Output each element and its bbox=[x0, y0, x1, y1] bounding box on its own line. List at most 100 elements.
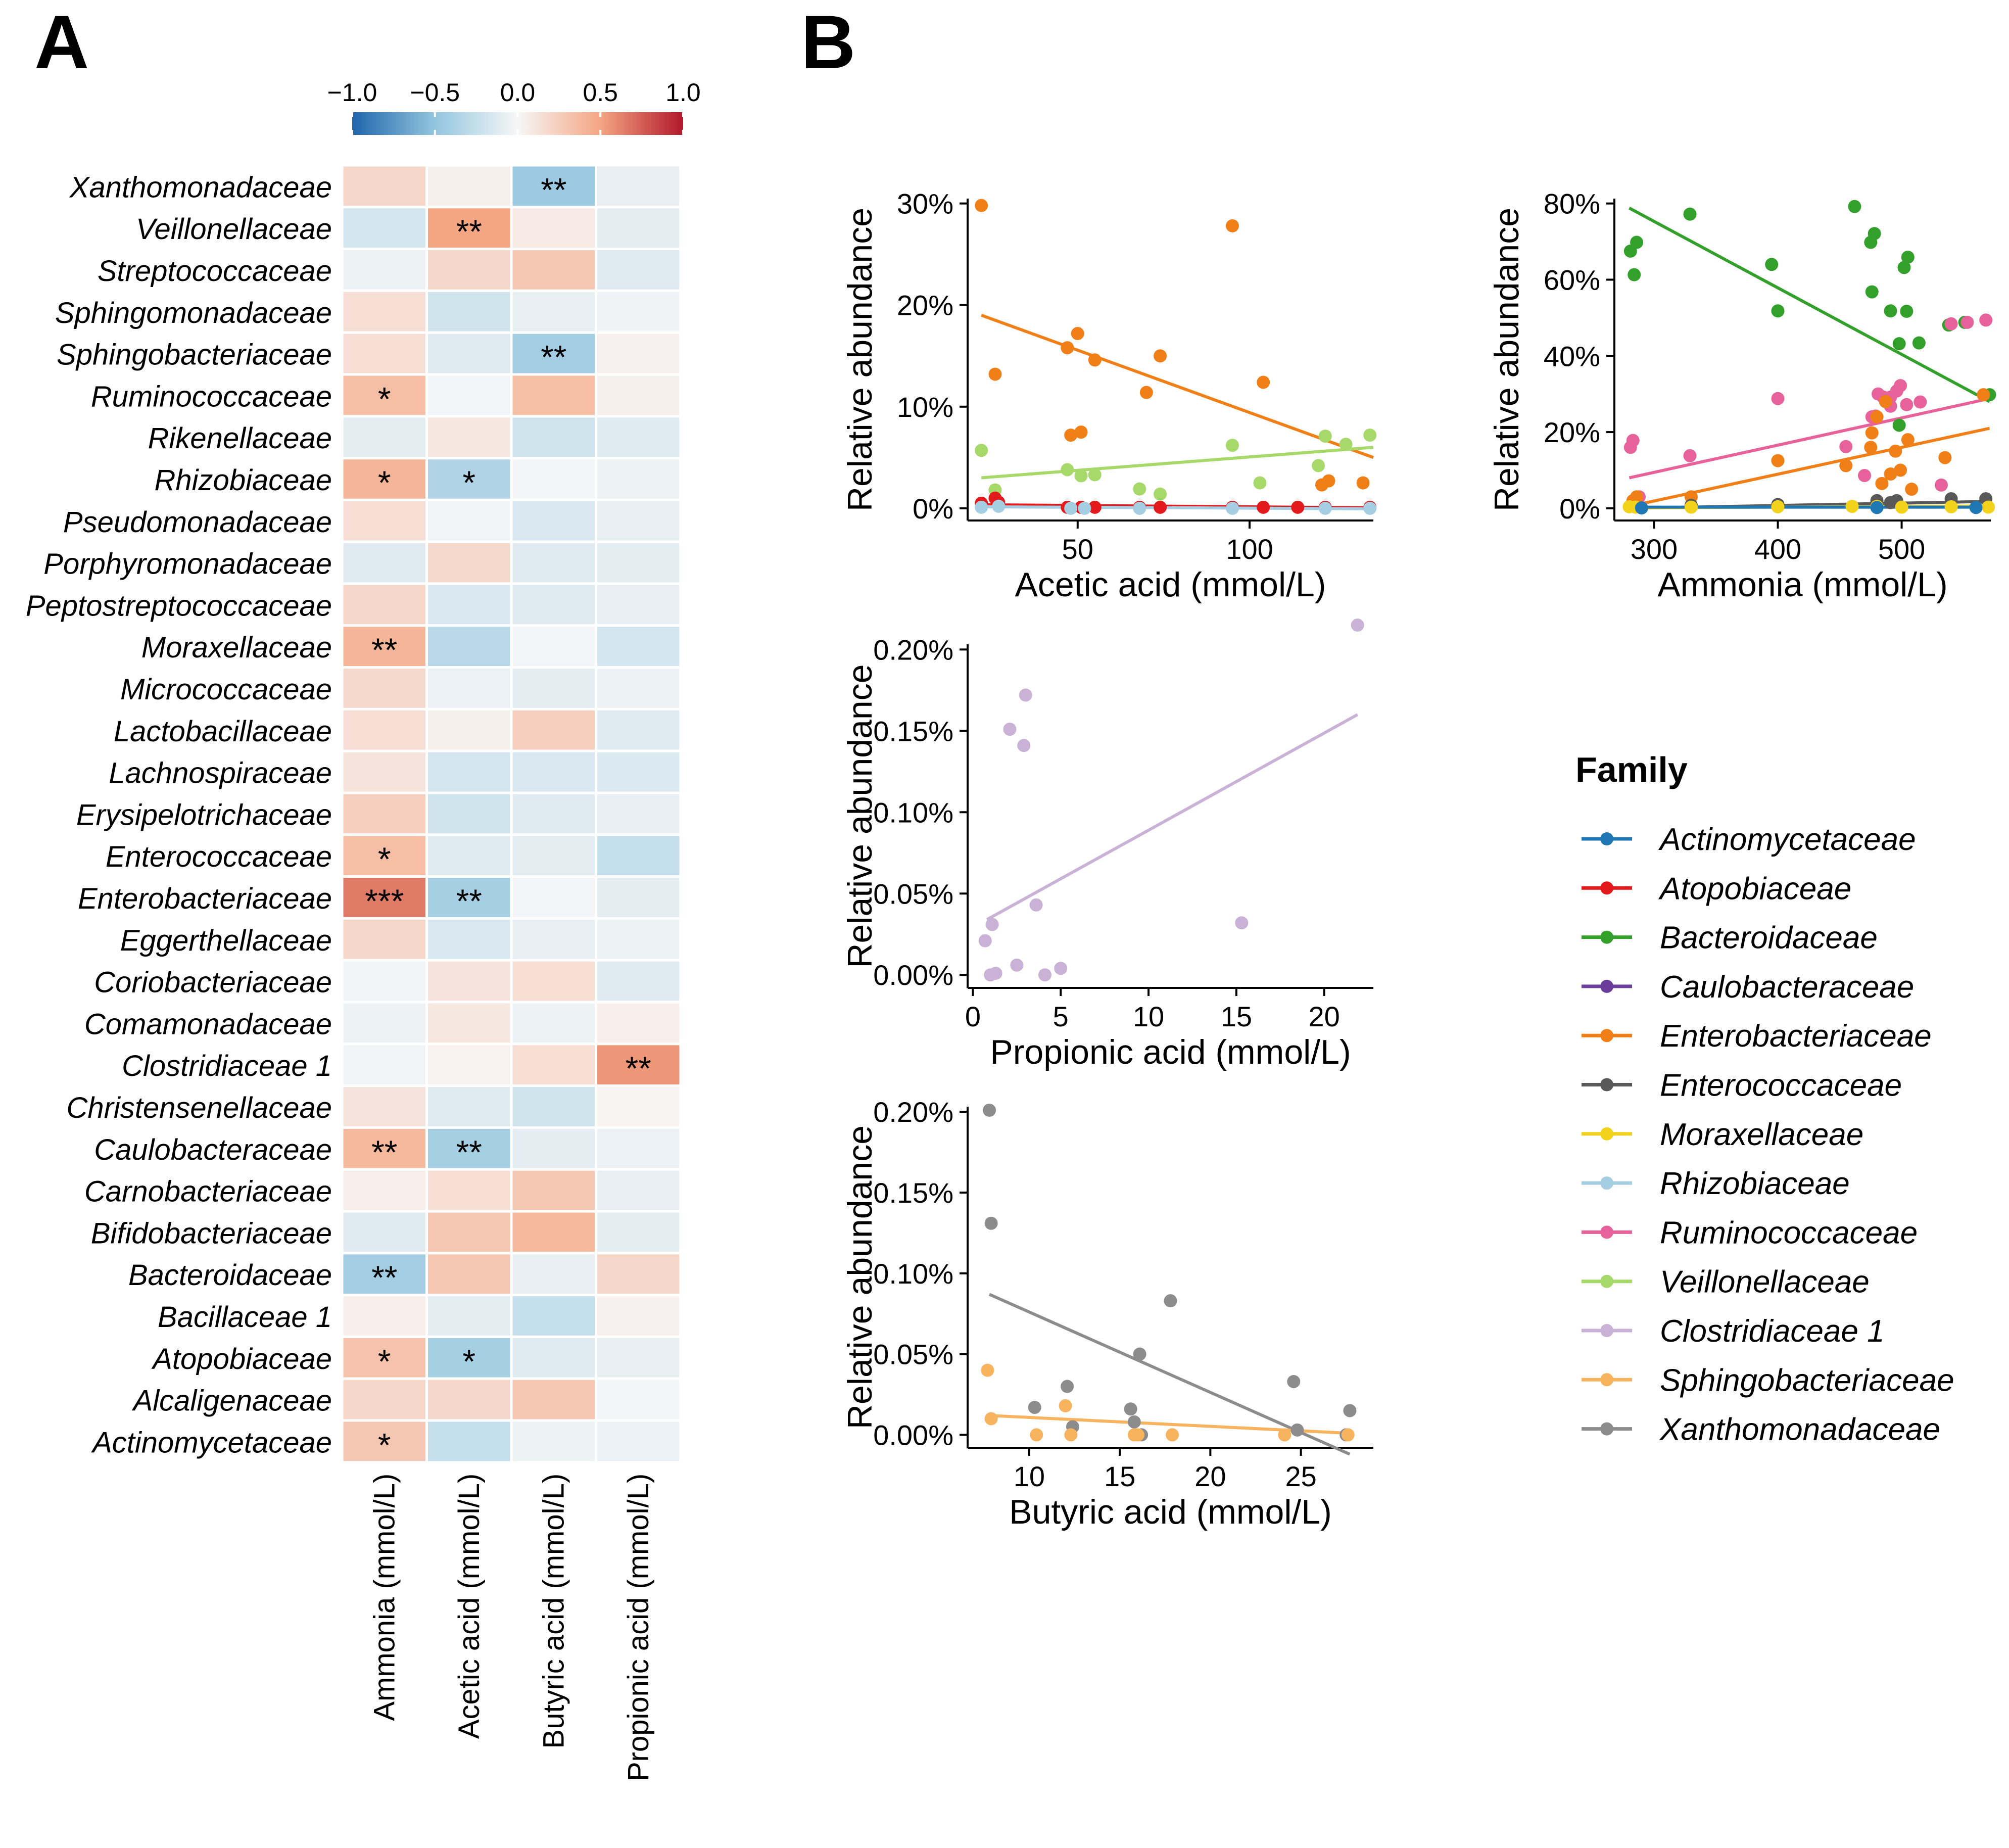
x-tick-label: 0 bbox=[965, 1001, 981, 1032]
data-point bbox=[1164, 1294, 1177, 1308]
data-point bbox=[1897, 261, 1911, 274]
data-point bbox=[1088, 468, 1102, 482]
legend-key-point bbox=[1600, 1422, 1613, 1436]
legend-item-label: Moraxellaceae bbox=[1660, 1117, 1863, 1152]
heatmap-cell bbox=[341, 1252, 428, 1297]
heatmap-cell bbox=[595, 624, 682, 669]
heatmap-cell bbox=[341, 331, 428, 376]
heatmap-row-label: Enterococcaceae bbox=[106, 840, 332, 873]
data-point bbox=[1088, 500, 1102, 514]
data-point bbox=[1356, 476, 1370, 490]
x-tick-label: 500 bbox=[1878, 533, 1925, 565]
data-point bbox=[1010, 958, 1024, 972]
data-point bbox=[1771, 304, 1785, 318]
legend-key-point bbox=[1600, 1127, 1613, 1141]
data-point bbox=[1064, 501, 1078, 515]
fit-line bbox=[989, 1414, 1350, 1435]
heatmap-cell bbox=[341, 164, 428, 209]
heatmap-cell bbox=[510, 498, 597, 543]
x-axis-title: Ammonia (mmol/L) bbox=[1657, 565, 1947, 604]
data-point bbox=[1892, 418, 1906, 432]
x-tick-label: 400 bbox=[1754, 533, 1801, 565]
fit-line bbox=[1629, 397, 1990, 480]
colorbar: −1.0 −0.5 0.0 0.5 1.0 bbox=[327, 78, 701, 135]
data-point bbox=[1944, 500, 1958, 513]
y-tick-label: 0.00% bbox=[873, 959, 953, 991]
data-point bbox=[1865, 285, 1879, 299]
heatmap-cell bbox=[595, 666, 682, 710]
heatmap-cell bbox=[510, 875, 597, 920]
heatmap-cell bbox=[510, 1419, 597, 1464]
legend-item-label: Sphingobacteriaceae bbox=[1660, 1363, 1954, 1398]
data-point bbox=[1078, 501, 1091, 515]
heatmap-cell bbox=[595, 833, 682, 878]
heatmap-cell bbox=[595, 1084, 682, 1129]
data-point bbox=[1028, 1401, 1041, 1414]
data-point bbox=[1858, 469, 1872, 483]
heatmap-row-label: Xanthomonadaceae bbox=[69, 171, 332, 204]
data-point bbox=[1064, 429, 1078, 442]
heatmap-cell bbox=[595, 1294, 682, 1338]
heatmap-cell bbox=[510, 1126, 597, 1171]
heatmap-panel: Xanthomonadaceae **Veillonellaceae **Strep… bbox=[26, 164, 682, 1781]
heatmap-cell bbox=[510, 540, 597, 585]
data-point bbox=[1938, 451, 1952, 464]
heatmap-cell bbox=[425, 373, 513, 418]
fit-line bbox=[981, 446, 1374, 480]
colorbar-tick-label: −0.5 bbox=[410, 78, 460, 107]
data-point bbox=[1626, 434, 1640, 447]
x-tick-label: 10 bbox=[1014, 1460, 1045, 1492]
panel-label-a: A bbox=[34, 0, 89, 84]
data-point bbox=[1879, 395, 1892, 408]
heatmap-row-label: Alcaligenaceae bbox=[132, 1385, 332, 1417]
scatter-plot-b-butyric: 0.00% 0.05% 0.10% 0.15% 0.20% 10 15 20 25Butyric… bbox=[841, 1096, 1373, 1531]
y-axis-title: Relative abundance bbox=[841, 664, 879, 968]
y-axis-title: Relative abundance bbox=[841, 1125, 879, 1429]
data-point bbox=[1154, 500, 1167, 514]
data-point bbox=[1290, 1423, 1304, 1437]
heatmap-row-label: Christensenellaceae bbox=[66, 1092, 332, 1124]
data-point bbox=[1969, 501, 1983, 514]
data-point bbox=[1363, 429, 1377, 442]
heatmap-row-label: Bifidobacteriaceae bbox=[91, 1217, 332, 1250]
x-axis-title: Propionic acid (mmol/L) bbox=[990, 1033, 1351, 1071]
data-point bbox=[1771, 454, 1785, 467]
data-point bbox=[1064, 1428, 1078, 1442]
heatmap-column-label: Butyric acid (mmol/L) bbox=[538, 1474, 570, 1749]
heatmap-row-label: Erysipelotrichaceae bbox=[76, 798, 332, 831]
heatmap-cell bbox=[595, 1419, 682, 1464]
heatmap-row-label: Lachnospiraceae bbox=[109, 757, 332, 790]
data-point bbox=[1839, 440, 1853, 453]
y-tick-label: 10% bbox=[897, 391, 953, 423]
heatmap-cell bbox=[425, 248, 513, 292]
heatmap-cell bbox=[341, 666, 428, 710]
data-point bbox=[1154, 349, 1167, 363]
significance-mark: ** bbox=[371, 631, 397, 669]
heatmap-cell bbox=[510, 1294, 597, 1338]
data-point bbox=[1225, 501, 1239, 515]
heatmap-cell bbox=[341, 1001, 428, 1046]
heatmap-cell bbox=[341, 498, 428, 543]
data-point bbox=[1870, 501, 1884, 514]
legend-item-label: Enterobacteriaceae bbox=[1660, 1019, 1932, 1054]
heatmap-cell bbox=[341, 1043, 428, 1087]
heatmap-cell bbox=[425, 582, 513, 627]
heatmap-cell bbox=[341, 582, 428, 627]
heatmap-cell bbox=[510, 206, 597, 251]
colorbar-tick-label: 0.5 bbox=[583, 78, 618, 107]
data-point bbox=[1339, 438, 1353, 451]
data-point bbox=[1235, 916, 1249, 930]
heatmap-row-label: Eggerthellaceae bbox=[120, 924, 332, 957]
x-tick-label: 15 bbox=[1221, 1001, 1252, 1032]
data-point bbox=[1944, 317, 1958, 330]
heatmap-cell bbox=[425, 1377, 513, 1422]
heatmap-cell bbox=[510, 1043, 597, 1087]
significance-mark: ** bbox=[626, 1050, 651, 1087]
heatmap-cell bbox=[595, 1252, 682, 1297]
heatmap-row-label: Streptococcaceae bbox=[98, 255, 332, 288]
data-point bbox=[1133, 501, 1146, 515]
data-point bbox=[1363, 501, 1377, 515]
heatmap-cell bbox=[425, 1001, 513, 1046]
scatter-plot-b-propionic: 0.00% 0.05% 0.10% 0.15% 0.20% 0 5 10 15 20Propion… bbox=[841, 619, 1373, 1071]
heatmap-cell bbox=[425, 1210, 513, 1255]
